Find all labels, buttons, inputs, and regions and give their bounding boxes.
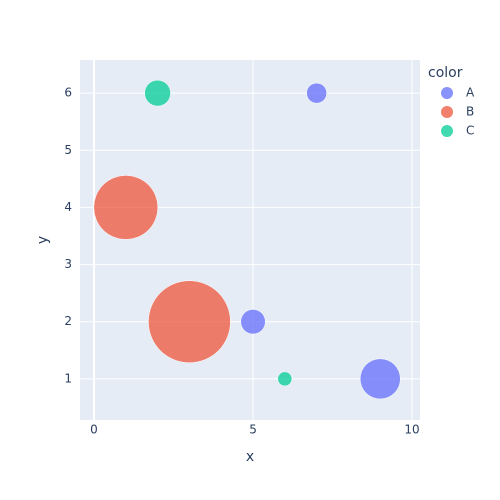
- y-tick-label: 5: [64, 143, 72, 157]
- legend-marker: [441, 106, 453, 118]
- bubble: [359, 358, 401, 400]
- y-tick-label: 1: [64, 371, 72, 385]
- y-tick-label: 4: [64, 200, 72, 214]
- x-tick-label: 10: [404, 423, 419, 437]
- y-axis-title: y: [35, 236, 51, 244]
- bubble: [148, 280, 231, 363]
- bubble: [306, 82, 327, 104]
- bubble: [240, 309, 266, 335]
- bubble: [93, 175, 159, 240]
- legend-marker: [441, 125, 453, 137]
- legend-marker: [441, 87, 453, 99]
- y-tick-label: 2: [64, 314, 72, 328]
- plot-area: [80, 60, 420, 420]
- x-tick-label: 5: [249, 423, 257, 437]
- x-tick-label: 0: [90, 423, 98, 437]
- x-axis-title: x: [246, 449, 254, 465]
- legend-label: C: [466, 124, 474, 138]
- bubble: [277, 371, 293, 387]
- legend-label: A: [466, 86, 475, 100]
- y-tick-label: 3: [64, 257, 72, 271]
- legend-label: B: [466, 105, 474, 119]
- y-tick-label: 6: [64, 86, 72, 100]
- legend-title: color: [428, 65, 463, 81]
- bubble: [144, 79, 171, 107]
